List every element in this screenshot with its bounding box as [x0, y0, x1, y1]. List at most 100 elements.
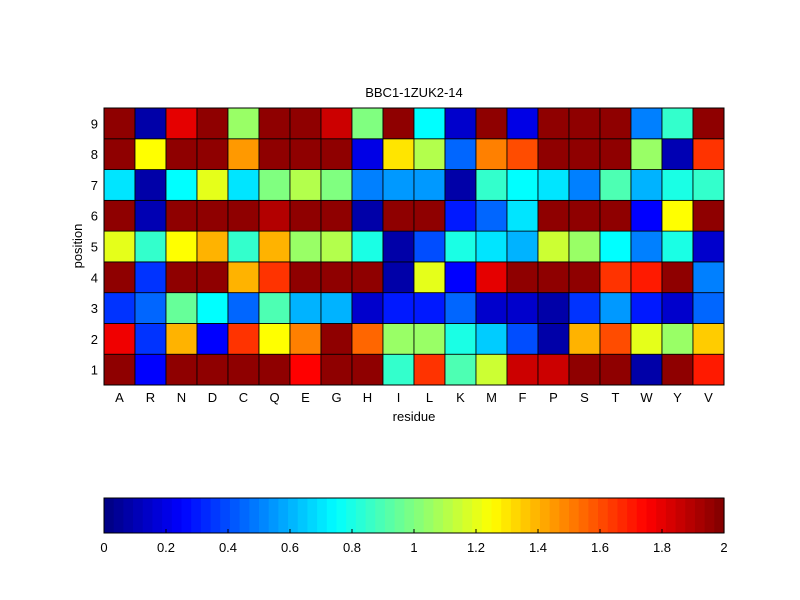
heatmap-cell	[537, 261, 570, 294]
heatmap-cell	[537, 353, 570, 386]
heatmap-cell	[165, 292, 198, 324]
x-tick-label: H	[363, 390, 372, 405]
heatmap-cell	[196, 230, 229, 263]
heatmap-cell	[134, 169, 167, 201]
heatmap-cell	[196, 138, 229, 170]
heatmap-cell	[134, 292, 167, 324]
colorbar-segment	[181, 498, 192, 533]
heatmap-cell	[258, 107, 291, 140]
colorbar-segment	[598, 498, 609, 533]
heatmap-cell	[227, 292, 260, 324]
heatmap-cell	[413, 138, 446, 170]
y-tick-label: 2	[91, 332, 98, 347]
colorbar-segment	[162, 498, 173, 533]
heatmap-cell	[537, 169, 570, 201]
x-tick-label: K	[456, 390, 465, 405]
heatmap-cell	[537, 292, 570, 324]
colorbar-segment	[656, 498, 667, 533]
colorbar-segment	[104, 498, 115, 533]
heatmap-cell	[661, 292, 694, 324]
chart-title: BBC1-1ZUK2-14	[365, 85, 463, 100]
heatmap-cell	[537, 107, 570, 140]
heatmap-cell	[444, 323, 477, 355]
y-tick-label: 9	[91, 116, 98, 131]
heatmap-cell	[165, 138, 198, 170]
x-tick-label: F	[519, 390, 527, 405]
heatmap-cell	[289, 107, 322, 140]
colorbar-segment	[133, 498, 144, 533]
heatmap-cell	[227, 323, 260, 355]
colorbar-segment	[268, 498, 279, 533]
colorbar-segment	[452, 498, 464, 533]
heatmap-cell	[134, 107, 167, 140]
heatmap-cell	[134, 138, 167, 170]
heatmap-cell	[599, 292, 632, 324]
colorbar-segment	[171, 498, 183, 533]
heatmap-cell	[692, 107, 725, 140]
colorbar-segment	[355, 498, 367, 533]
heatmap-cell	[103, 169, 136, 201]
heatmap-cell	[103, 138, 136, 170]
heatmap-cell	[227, 169, 260, 201]
x-tick-label: L	[426, 390, 433, 405]
heatmap-cell	[320, 107, 353, 140]
heatmap-cell	[320, 230, 353, 263]
heatmap-cell	[320, 323, 353, 355]
colorbar-segment	[646, 498, 657, 533]
heatmap-cell	[630, 323, 663, 355]
heatmap-cell	[444, 199, 477, 232]
heatmap-cell	[351, 292, 384, 324]
heatmap-cell	[568, 199, 601, 232]
x-tick-label: S	[580, 390, 589, 405]
colorbar-tick-label: 1.6	[591, 540, 609, 555]
heatmap-cell	[630, 261, 663, 294]
colorbar-tick-label: 0.8	[343, 540, 361, 555]
heatmap-cell	[630, 292, 663, 324]
colorbar-segment	[607, 498, 619, 533]
colorbar-segment	[307, 498, 318, 533]
heatmap-cell	[506, 138, 539, 170]
y-tick-labels: 1 2 3 4 5 6 7 8 9	[91, 116, 98, 377]
x-tick-label: P	[549, 390, 558, 405]
heatmap-cell	[692, 138, 725, 170]
heatmap-cell	[351, 169, 384, 201]
heatmap-cell	[537, 323, 570, 355]
x-tick-label: A	[115, 390, 124, 405]
heatmap-cell	[568, 261, 601, 294]
heatmap-cell	[568, 107, 601, 140]
heatmap-cell	[289, 323, 322, 355]
colorbar-segment	[288, 498, 299, 533]
colorbar-segment	[433, 498, 444, 533]
y-tick-label: 5	[91, 240, 98, 255]
heatmap-cell	[475, 138, 508, 170]
heatmap-cell	[382, 107, 415, 140]
heatmap-cell	[351, 199, 384, 232]
heatmap-cell	[475, 107, 508, 140]
colorbar-segment	[152, 498, 163, 533]
heatmap-cell	[289, 353, 322, 386]
heatmap-cell	[134, 323, 167, 355]
heatmap-cell	[227, 107, 260, 140]
heatmap-cell	[258, 138, 291, 170]
heatmap-cell	[351, 107, 384, 140]
heatmap-cell	[196, 292, 229, 324]
heatmap-cell	[630, 353, 663, 386]
colorbar-segment	[443, 498, 454, 533]
colorbar-segment	[346, 498, 357, 533]
colorbar-segment	[559, 498, 570, 533]
heatmap-cell	[661, 107, 694, 140]
colorbar-segment	[694, 498, 706, 533]
heatmap-cell	[599, 107, 632, 140]
heatmap-cell	[134, 199, 167, 232]
heatmap-cell	[382, 138, 415, 170]
colorbar-tick-label: 0.6	[281, 540, 299, 555]
colorbar-segment	[530, 498, 541, 533]
heatmap-cell	[165, 353, 198, 386]
heatmap-cell	[599, 323, 632, 355]
colorbar-segment	[714, 498, 725, 533]
y-tick-label: 4	[91, 270, 98, 285]
heatmap-cell	[568, 353, 601, 386]
x-tick-label: N	[177, 390, 186, 405]
heatmap-cell	[537, 199, 570, 232]
